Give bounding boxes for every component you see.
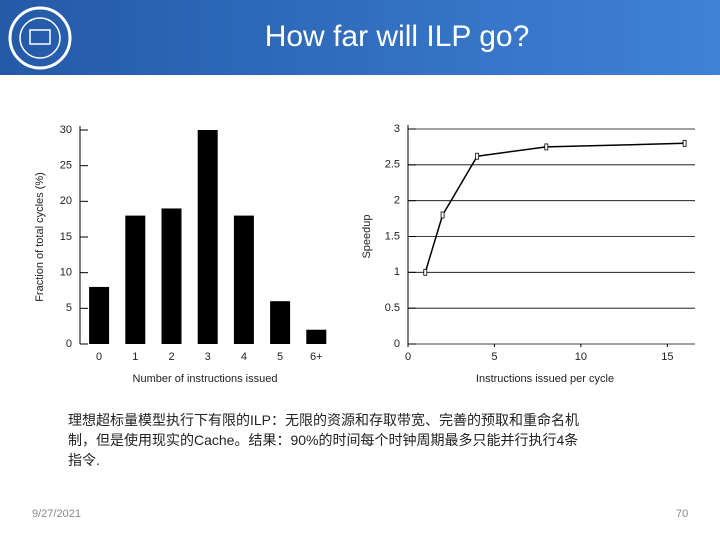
point-marker — [423, 268, 428, 276]
y-tick-label: 0 — [394, 338, 400, 350]
y-tick-label: 1 — [394, 266, 400, 278]
x-tick-label: 5 — [277, 351, 283, 363]
x-tick-label: 15 — [661, 351, 673, 363]
y-tick-label: 15 — [60, 231, 72, 243]
slide-title: How far will ILP go? — [265, 20, 530, 53]
y-tick-label: 0 — [66, 338, 72, 350]
y-tick-label: 2.5 — [385, 159, 400, 171]
point-marker — [475, 152, 480, 160]
caption-line: 指令. — [68, 452, 100, 468]
y-tick-label: 0.5 — [385, 302, 400, 314]
x-tick-label: 10 — [575, 351, 587, 363]
point-marker — [682, 139, 687, 147]
bar — [197, 130, 218, 344]
x-tick-label: 3 — [205, 351, 211, 363]
y-tick-label: 25 — [60, 160, 72, 172]
y-tick-label: 10 — [60, 267, 72, 279]
bar — [161, 208, 182, 344]
bar — [89, 286, 110, 344]
header-bar — [0, 0, 720, 75]
y-tick-label: 30 — [60, 124, 72, 136]
x-tick-label: 0 — [405, 351, 411, 363]
y-tick-label: 3 — [394, 123, 400, 135]
logo — [8, 6, 72, 70]
date: 9/27/2021 — [32, 508, 81, 520]
caption-line: 制，但是使用现实的Cache。结果：90%的时间每个时钟周期最多只能并行执行4条 — [68, 432, 579, 448]
x-tick-label: 0 — [96, 351, 102, 363]
bar — [306, 329, 327, 344]
x-tick-label: 5 — [491, 351, 497, 363]
y-tick-label: 1.5 — [385, 230, 400, 242]
bar — [270, 301, 291, 344]
y-axis-label: Speedup — [361, 214, 373, 258]
x-tick-label: 6+ — [310, 351, 323, 363]
y-tick-label: 5 — [66, 302, 72, 314]
point-marker — [544, 143, 549, 151]
x-axis-label: Instructions issued per cycle — [476, 373, 614, 385]
x-axis-label: Number of instructions issued — [133, 373, 278, 385]
y-tick-label: 2 — [394, 195, 400, 207]
bar — [125, 215, 146, 344]
page-number: 70 — [676, 508, 688, 520]
bar — [233, 215, 254, 344]
line — [424, 142, 685, 273]
x-tick-label: 2 — [168, 351, 174, 363]
y-axis-label: Fraction of total cycles (%) — [34, 172, 46, 302]
y-tick-label: 20 — [60, 195, 72, 207]
point-marker — [440, 211, 445, 219]
caption-line: 理想超标量模型执行下有限的ILP：无限的资源和存取带宽、完善的预取和重命名机 — [68, 412, 580, 428]
x-tick-label: 4 — [241, 351, 247, 363]
x-tick-label: 1 — [132, 351, 138, 363]
